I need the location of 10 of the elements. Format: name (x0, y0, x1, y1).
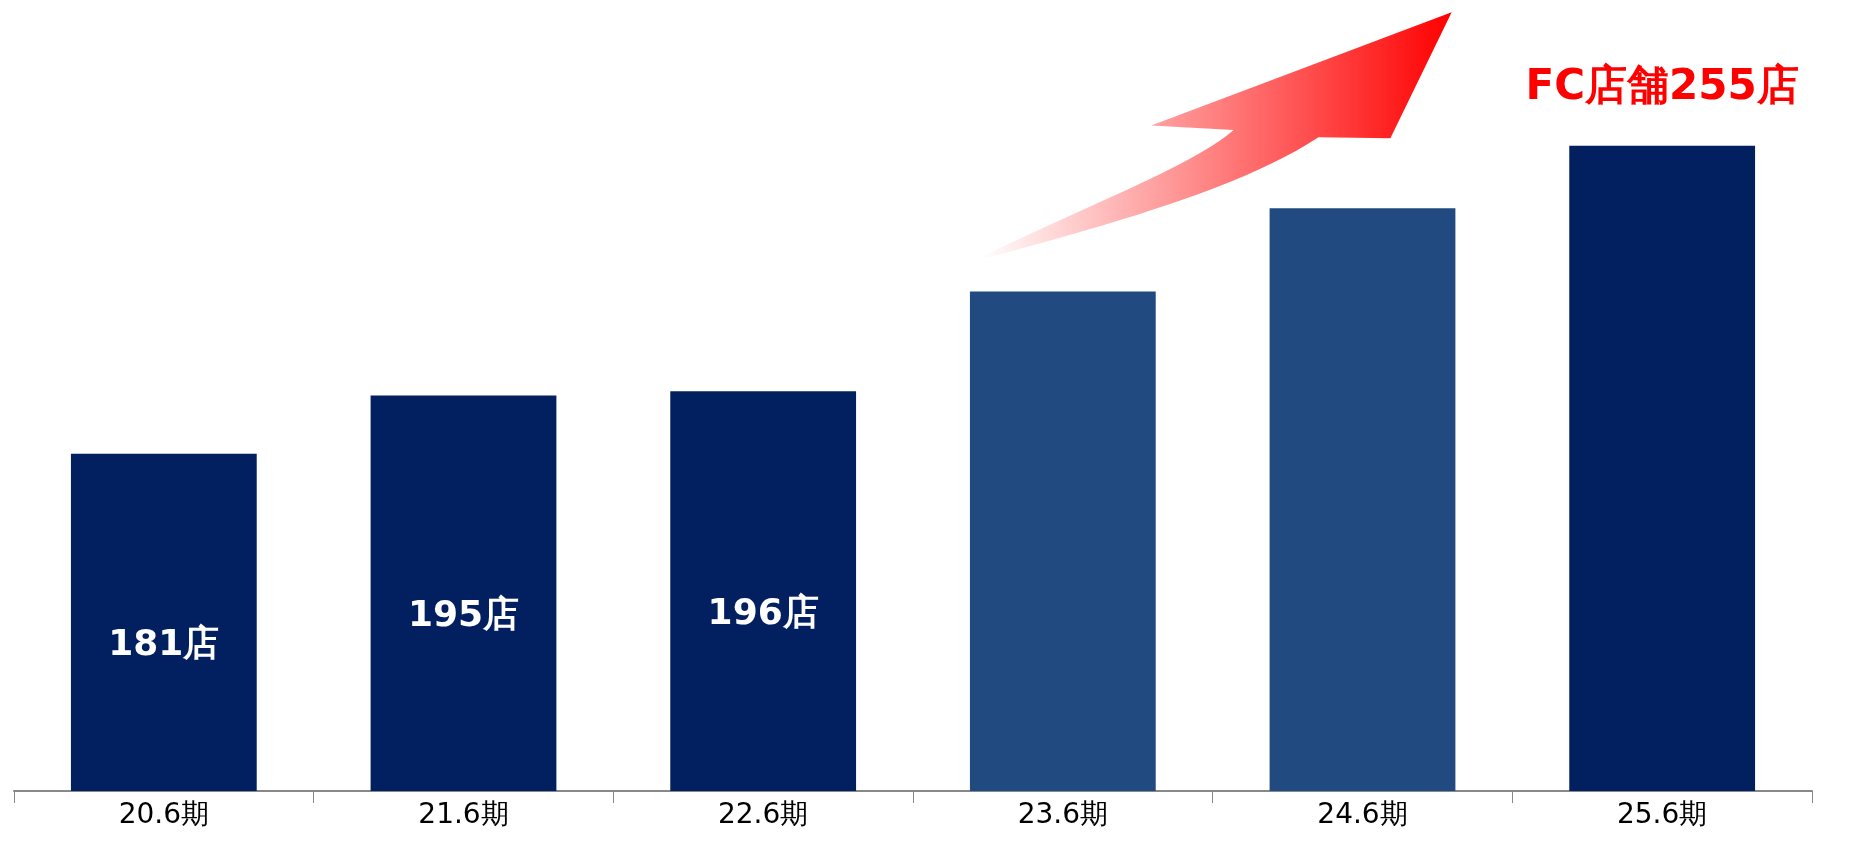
x-tick-label: 25.6期 (1616, 796, 1708, 830)
data-label: 196店 (707, 590, 819, 632)
x-tick-label: 23.6期 (1017, 796, 1109, 830)
data-label: 181店 (108, 621, 220, 663)
data-label: 195店 (407, 592, 520, 634)
x-tick-label: 24.6期 (1317, 796, 1408, 830)
x-tick-label: 22.6期 (717, 796, 809, 830)
x-tick-label: 20.6期 (118, 796, 210, 830)
x-tick-label: 21.6期 (418, 796, 509, 830)
annotation: FC店舗255店 (1525, 60, 1799, 110)
